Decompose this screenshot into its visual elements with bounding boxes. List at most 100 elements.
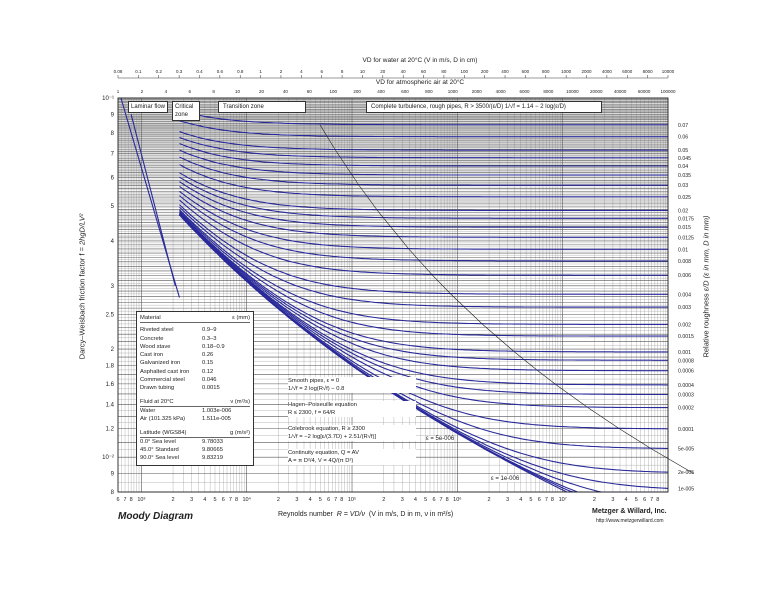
roughness-label: 0.002 xyxy=(678,322,691,328)
top-scale-2-tick: 200 xyxy=(353,89,361,94)
top-scale-2-tick: 8 xyxy=(212,89,215,94)
roughness-curve xyxy=(179,190,668,250)
top-scale-1-tick: 40 xyxy=(401,69,407,74)
y-tick-label: 1.4 xyxy=(106,403,115,409)
top-scale-2-tick: 6000 xyxy=(520,89,531,94)
roughness-label: 0.035 xyxy=(678,173,691,179)
x-tick-label: 3 xyxy=(401,497,404,503)
y-tick-label: 1.8 xyxy=(106,363,115,369)
x-tick-label: 2 xyxy=(382,497,385,503)
top-scale-1-tick: 0.2 xyxy=(156,69,163,74)
top-scale-1-tick: 20 xyxy=(380,69,386,74)
roughness-label: 0.003 xyxy=(678,305,691,311)
top-scale-2-tick: 10000 xyxy=(566,89,579,94)
roughness-label: 0.07 xyxy=(678,123,688,129)
roughness-label: 0.015 xyxy=(678,225,691,231)
y-tick-label: 1.6 xyxy=(106,382,115,388)
complete-turbulence-boundary xyxy=(320,125,694,474)
top-scale-1-tick: 10000 xyxy=(662,69,675,74)
x-tick-label: 3 xyxy=(190,497,193,503)
roughness-curve xyxy=(179,136,668,159)
roughness-label: 1e-005 xyxy=(678,486,694,492)
x-tick-label: 6 xyxy=(538,497,541,503)
y-tick-label: 10⁻² xyxy=(102,455,114,461)
top-scale-2-tick: 40000 xyxy=(614,89,627,94)
roughness-curve xyxy=(179,130,668,151)
x-tick-label: 8 xyxy=(446,497,449,503)
roughness-label: 0.05 xyxy=(678,148,688,154)
roughness-curve xyxy=(179,213,668,396)
x-tick-label: 6 xyxy=(116,497,119,503)
top-scale-2-tick: 6 xyxy=(188,89,191,94)
roughness-curve xyxy=(179,185,668,238)
top-scale-2-tick: 1 xyxy=(117,89,120,94)
top-scale-2-tick: 60000 xyxy=(638,89,651,94)
x-tick-label: 6 xyxy=(432,497,435,503)
x-tick-label: 7 xyxy=(545,497,548,503)
roughness-curve xyxy=(179,209,668,325)
x-tick-label: 7 xyxy=(334,497,337,503)
x-tick-label: 7 xyxy=(440,497,443,503)
top-scale-1-tick: 8 xyxy=(341,69,344,74)
x-tick-label: 4 xyxy=(625,497,628,503)
roughness-label: 5e-005 xyxy=(678,446,694,452)
top-scale-2-tick: 100 xyxy=(329,89,337,94)
y-tick-label: 2 xyxy=(111,347,115,353)
top-scale-1-tick: 200 xyxy=(481,69,489,74)
roughness-curve xyxy=(179,212,668,361)
top-scale-1-tick: 0.3 xyxy=(176,69,183,74)
top-scale-2-tick: 40 xyxy=(283,89,289,94)
top-scale-2-tick: 2 xyxy=(141,89,144,94)
top-scale-1-tick: 0.1 xyxy=(135,69,142,74)
x-tick-label: 4 xyxy=(203,497,206,503)
top-scale-2-tick: 400 xyxy=(377,89,385,94)
top-scale-2-tick: 10 xyxy=(235,89,241,94)
top-scale-1-tick: 0.08 xyxy=(114,69,123,74)
y-tick-label: 3 xyxy=(111,284,115,290)
roughness-curve xyxy=(179,156,668,186)
x-tick-label: 5 xyxy=(319,497,322,503)
x-tick-label: 7 xyxy=(124,497,127,503)
y-tick-label: 7 xyxy=(111,152,115,158)
top-scale-2-tick: 800 xyxy=(425,89,433,94)
laminar-line-2 xyxy=(130,114,176,286)
roughness-curve xyxy=(179,110,668,126)
roughness-curve xyxy=(179,120,668,138)
x-tick-label: 8 xyxy=(130,497,133,503)
x-tick-label: 8 xyxy=(551,497,554,503)
roughness-label: 0.04 xyxy=(678,164,688,170)
plot-frame xyxy=(117,97,669,493)
x-tick-label: 2 xyxy=(593,497,596,503)
x-tick-label: 3 xyxy=(295,497,298,503)
y-tick-label: 4 xyxy=(111,239,115,245)
roughness-curve xyxy=(179,181,668,228)
top-scale-2-tick: 2000 xyxy=(472,89,483,94)
x-tick-label: 2 xyxy=(488,497,491,503)
x-tick-label: 7 xyxy=(650,497,653,503)
roughness-label: 2e-005 xyxy=(678,470,694,476)
x-tick-label: 2 xyxy=(172,497,175,503)
top-scale-1-tick: 400 xyxy=(501,69,509,74)
roughness-label: 0.0004 xyxy=(678,383,694,389)
x-tick-label: 2 xyxy=(277,497,280,503)
top-scale-2-tick: 1000 xyxy=(448,89,459,94)
top-scale-2-tick: 4000 xyxy=(496,89,507,94)
y-tick-label: 5 xyxy=(111,204,115,210)
roughness-curve xyxy=(179,212,668,372)
x-tick-label: 10⁶ xyxy=(453,496,461,503)
top-scale-1-tick: 4 xyxy=(300,69,303,74)
roughness-label: 0.0003 xyxy=(678,393,694,399)
x-tick-label: 3 xyxy=(506,497,509,503)
y-tick-label: 10⁻¹ xyxy=(102,96,114,102)
top-scale-1-tick: 0.4 xyxy=(196,69,203,74)
top-scale-1-tick: 2000 xyxy=(582,69,593,74)
top-scale-1-tick: 2 xyxy=(280,69,283,74)
roughness-label: 0.0008 xyxy=(678,358,694,364)
top-scale-2-tick: 20 xyxy=(259,89,265,94)
top-scale-1-tick: 60 xyxy=(421,69,427,74)
top-scale-1-tick: 1 xyxy=(259,69,262,74)
x-tick-label: 4 xyxy=(519,497,522,503)
top-scale-2-tick: 8000 xyxy=(543,89,554,94)
